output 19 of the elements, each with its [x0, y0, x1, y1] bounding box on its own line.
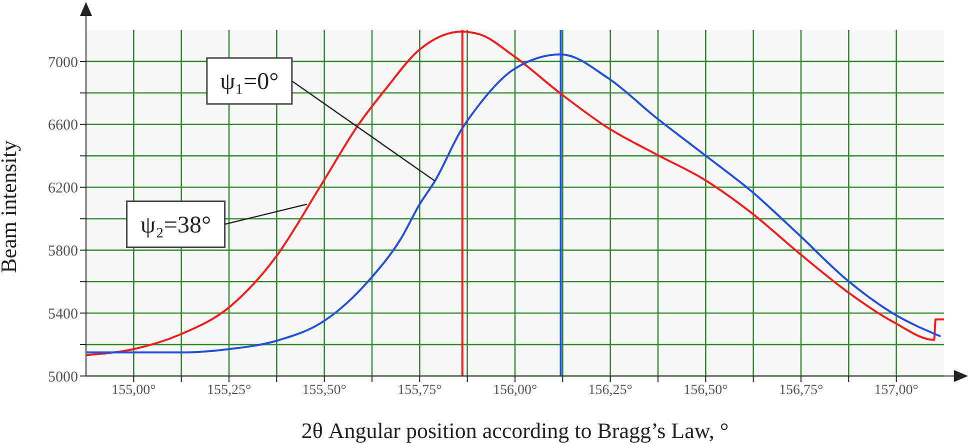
x-tick-label: 156,50° — [684, 382, 728, 398]
y-tick-label: 7000 — [48, 54, 78, 71]
annotation: ψ₁=0° — [220, 68, 279, 95]
x-tick-label: 155,25° — [206, 382, 252, 398]
x-tick-label: 156,25° — [588, 382, 632, 398]
y-tick-label: 5800 — [48, 244, 78, 260]
x-tick-label: 156,75° — [778, 382, 824, 398]
x-tick-label: 155,75° — [398, 382, 442, 398]
x-tick-label: 157,00° — [874, 382, 918, 398]
annotation: ψ₂=38° — [140, 212, 212, 238]
y-tick-label: 6200 — [48, 180, 78, 197]
x-tick-label: 155,00° — [112, 382, 156, 398]
x-tick-label: 156,00° — [492, 382, 538, 398]
y-axis-title: Beam intensity — [0, 140, 21, 273]
y-tick-label: 5400 — [48, 306, 78, 322]
x-axis-title: 2θ Angular position according to Bragg’s Law, ° — [301, 418, 729, 443]
y-tick-label: 5000 — [48, 369, 78, 386]
y-tick-label: 6600 — [48, 118, 78, 134]
x-tick-label: 155,50° — [302, 382, 346, 398]
